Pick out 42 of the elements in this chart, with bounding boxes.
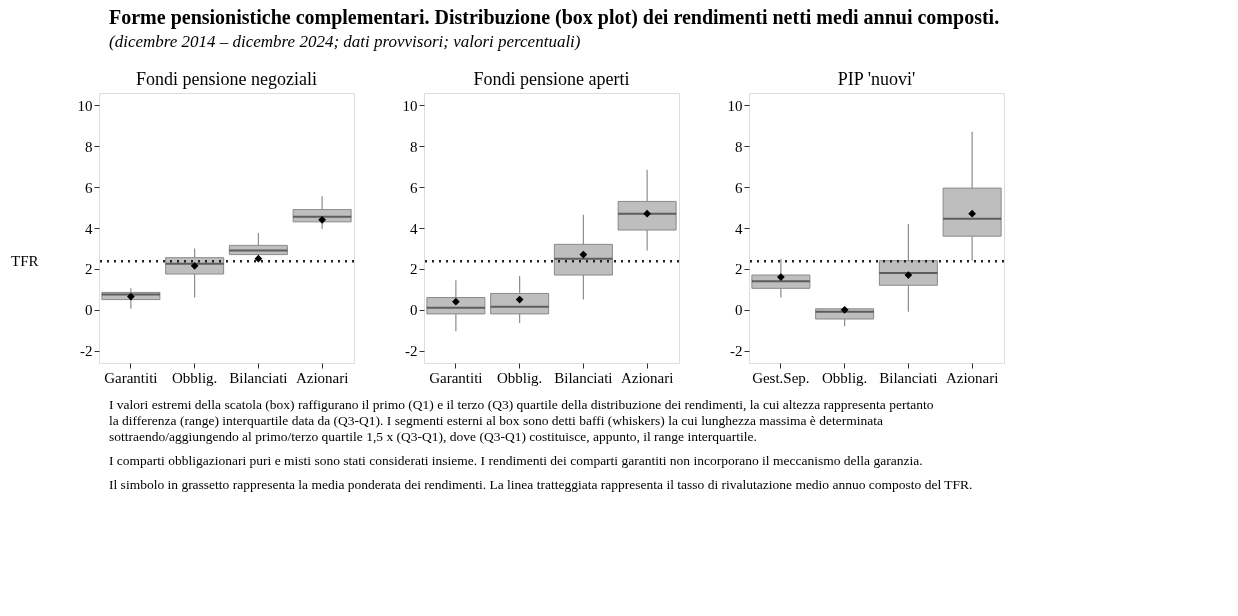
y-tick-label: 4 xyxy=(85,220,93,237)
x-tick-label: Bilanciati xyxy=(229,369,288,386)
y-tick-label: -2 xyxy=(405,343,418,360)
x-tick-label: Gest.Sep. xyxy=(752,369,810,386)
y-tick-label: 2 xyxy=(735,261,743,278)
y-tick-label: 8 xyxy=(735,138,743,155)
y-tick-label: 0 xyxy=(410,302,418,319)
text: (dicembre 2014 – dicembre 2024; dati provvisori; valori percentuali) xyxy=(109,32,581,51)
y-tick-label: 4 xyxy=(735,220,743,237)
text: I valori estremi della scatola (box) raffigurano il primo (Q1) e il terzo (Q3) quartile della distribuzione dei rendimenti, la cui altezza rappresenta pertanto la differenza (range) interquartile data da (Q3-Q1). I segmenti esterni al box sono detti baffi (whiskers) la cui lunghezza massima è determinata sottraendo/aggiungendo al primo/terzo quartile 1,5 x (Q3-Q1), dove (Q3-Q1) costituisce, appunto, il range interquartile. xyxy=(109,397,934,444)
x-tick-label: Azionari xyxy=(620,369,674,386)
chart-title: PIP 'nuovi' xyxy=(837,69,916,89)
y-tick-label: 0 xyxy=(85,302,93,319)
text: I comparti obbligazionari puri e misti sono stati considerati insieme. I rendimenti dei comparti garantiti non incorporano il meccanismo della garanzia. xyxy=(109,453,923,468)
y-tick-label: 2 xyxy=(85,261,93,278)
x-tick-label: Obblig. xyxy=(171,369,218,386)
y-tick-label: 6 xyxy=(85,179,93,196)
chart-title: Fondi pensione aperti xyxy=(473,69,630,89)
y-tick-label: -2 xyxy=(80,343,93,360)
y-tick-label: 10 xyxy=(402,97,418,114)
x-tick-label: Obblig. xyxy=(821,369,868,386)
y-tick-label: 0 xyxy=(735,302,743,319)
x-tick-label: Garantiti xyxy=(104,369,158,386)
text: Forme pensionistiche complementari. Distribuzione (box plot) dei rendimenti netti medi annui composti. xyxy=(109,6,1000,29)
x-tick-label: Azionari xyxy=(945,369,999,386)
y-tick-label: 10 xyxy=(727,97,743,114)
y-tick-label: 10 xyxy=(77,97,93,114)
ref-line-label: TFR xyxy=(11,253,39,270)
y-tick-label: 8 xyxy=(410,138,418,155)
chart-title: Fondi pensione negoziali xyxy=(136,69,317,89)
y-tick-label: 6 xyxy=(410,179,418,196)
x-tick-label: Garantiti xyxy=(429,369,483,386)
y-tick-label: -2 xyxy=(730,343,743,360)
y-tick-label: 8 xyxy=(85,138,93,155)
y-tick-label: 6 xyxy=(735,179,743,196)
x-tick-label: Bilanciati xyxy=(554,369,613,386)
y-tick-label: 4 xyxy=(410,220,418,237)
x-tick-label: Obblig. xyxy=(496,369,543,386)
x-tick-label: Azionari xyxy=(295,369,349,386)
y-tick-label: 2 xyxy=(410,261,418,278)
text: Il simbolo in grassetto rappresenta la media ponderata dei rendimenti. La linea tratteggiata rappresenta il tasso di rivalutazione medio annuo composto del TFR. xyxy=(109,477,973,492)
x-tick-label: Bilanciati xyxy=(879,369,938,386)
